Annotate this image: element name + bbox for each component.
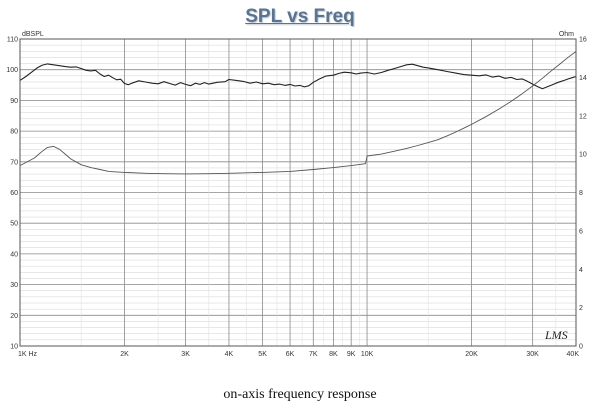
x-tick-label: 6K	[286, 351, 295, 358]
left-y-tick-label: 10	[10, 344, 18, 351]
left-y-tick-label: 80	[10, 129, 18, 136]
x-tick-label: 2K	[120, 351, 129, 358]
x-tick-label: 8K	[329, 351, 338, 358]
x-tick-label: 1K Hz	[18, 351, 38, 358]
left-axis-unit-label: dBSPL	[22, 31, 44, 38]
x-tick-label: 9K	[347, 351, 356, 358]
right-y-tick-label: 6	[579, 228, 583, 235]
left-y-tick-label: 100	[6, 67, 18, 74]
left-y-tick-label: 60	[10, 190, 18, 197]
right-y-tick-label: 12	[579, 113, 587, 120]
impedance-curve	[19, 51, 577, 175]
x-tick-label: 30K	[526, 351, 539, 358]
left-y-tick-label: 70	[10, 159, 18, 166]
right-y-tick-label: 10	[579, 152, 587, 159]
right-axis-unit-label: Ohm	[559, 31, 574, 38]
x-tick-label: 20K	[465, 351, 478, 358]
x-tick-label: 7K	[309, 351, 318, 358]
x-tick-label: 3K	[181, 351, 190, 358]
right-y-tick-label: 0	[579, 344, 583, 351]
lms-watermark: LMS	[544, 328, 568, 342]
right-y-tick-label: 16	[579, 37, 587, 44]
left-y-tick-label: 110	[7, 37, 18, 44]
x-tick-label: 10K	[361, 351, 374, 358]
x-tick-label: 4K	[225, 351, 234, 358]
spl-curve	[19, 63, 577, 90]
chart-title: SPL vs Freq	[245, 6, 355, 27]
left-y-tick-label: 40	[10, 251, 18, 258]
x-tick-label: 5K	[258, 351, 267, 358]
left-y-tick-label: 90	[10, 98, 18, 105]
right-y-tick-label: 2	[579, 305, 583, 312]
series-layer	[19, 51, 577, 175]
right-y-tick-label: 14	[579, 75, 587, 82]
right-y-tick-label: 8	[579, 190, 583, 197]
left-y-tick-label: 30	[10, 282, 18, 289]
tick-labels: 1K Hz 2K 3K 4K 5K 6K 7K 8K 9K 10K 20K 30K 40K1020304…	[6, 37, 587, 359]
x-tick-label: 40K	[567, 351, 580, 358]
plot-frame	[19, 38, 577, 347]
chart-caption: on-axis frequency response	[223, 387, 377, 402]
left-y-tick-label: 50	[10, 221, 18, 228]
right-y-tick-label: 4	[579, 267, 583, 274]
left-y-tick-label: 20	[10, 313, 18, 320]
